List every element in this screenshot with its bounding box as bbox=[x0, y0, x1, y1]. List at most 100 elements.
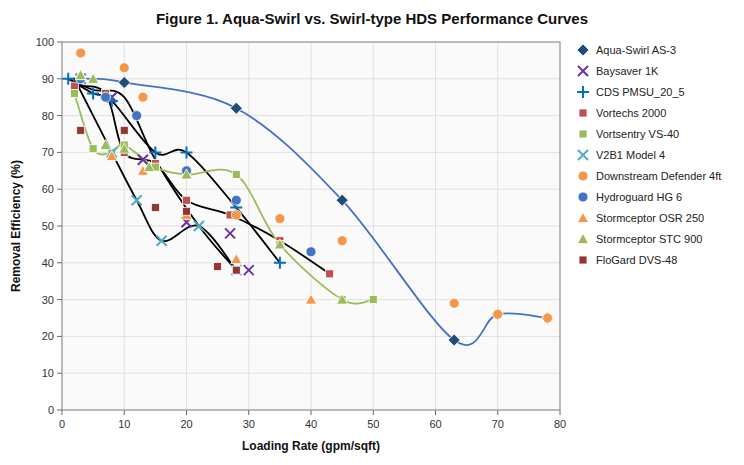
legend: Aqua-Swirl AS-3Baysaver 1KCDS PMSU_20_5V… bbox=[577, 44, 721, 266]
tick-label: 60 bbox=[42, 183, 54, 195]
legend-marker bbox=[577, 86, 589, 98]
legend-marker bbox=[578, 192, 588, 202]
point bbox=[75, 70, 86, 80]
grid bbox=[62, 42, 560, 410]
point bbox=[336, 194, 348, 206]
series-points bbox=[77, 126, 241, 274]
plot-frame bbox=[62, 42, 560, 410]
legend-label: Stormceptor STC 900 bbox=[596, 233, 702, 245]
tick bbox=[57, 262, 62, 263]
point bbox=[75, 70, 86, 80]
grid-line bbox=[62, 226, 560, 227]
point bbox=[183, 207, 191, 215]
legend-label: V2B1 Model 4 bbox=[596, 149, 665, 161]
point bbox=[88, 73, 99, 83]
point bbox=[274, 239, 285, 249]
point bbox=[149, 146, 161, 158]
tick-label: 80 bbox=[554, 418, 566, 430]
point bbox=[449, 298, 459, 308]
legend-label: Downstream Defender 4ft bbox=[596, 170, 721, 182]
tick bbox=[62, 410, 63, 415]
point bbox=[151, 204, 159, 212]
legend-label: FloGard DVS-48 bbox=[596, 254, 677, 266]
point bbox=[337, 236, 347, 246]
tick bbox=[57, 410, 62, 411]
point bbox=[231, 265, 241, 275]
tick-label: 30 bbox=[42, 294, 54, 306]
series-points bbox=[70, 90, 377, 304]
point bbox=[448, 334, 460, 346]
point bbox=[493, 309, 503, 319]
tick-label: 0 bbox=[48, 404, 54, 416]
point bbox=[183, 196, 191, 204]
tick-label: 10 bbox=[118, 418, 130, 430]
tick-label: 0 bbox=[59, 418, 65, 430]
tick-label: 40 bbox=[305, 418, 317, 430]
grid-line bbox=[62, 189, 560, 190]
legend-label: CDS PMSU_20_5 bbox=[596, 86, 685, 98]
curve bbox=[74, 94, 373, 304]
point bbox=[369, 296, 377, 304]
tick bbox=[57, 42, 62, 43]
series-points bbox=[76, 74, 254, 275]
legend-marker bbox=[578, 150, 588, 160]
lines bbox=[68, 79, 547, 346]
point bbox=[274, 257, 286, 269]
tick-label: 70 bbox=[492, 418, 504, 430]
point bbox=[118, 76, 130, 88]
point bbox=[181, 146, 193, 158]
point bbox=[306, 247, 316, 257]
point bbox=[138, 155, 148, 165]
tick-label: 50 bbox=[367, 418, 379, 430]
tick bbox=[57, 373, 62, 374]
grid-line bbox=[62, 78, 560, 79]
tick bbox=[57, 299, 62, 300]
series-points bbox=[76, 74, 242, 275]
plot-area bbox=[62, 42, 560, 410]
series-points bbox=[75, 70, 316, 304]
point bbox=[275, 214, 285, 224]
point bbox=[132, 195, 142, 205]
point bbox=[157, 236, 167, 246]
point bbox=[543, 313, 553, 323]
series-points bbox=[118, 76, 553, 346]
point bbox=[120, 126, 128, 134]
tick-label: 50 bbox=[42, 220, 54, 232]
x-axis-label: Loading Rate (gpm/sqft) bbox=[242, 439, 380, 453]
legend-marker bbox=[578, 171, 588, 181]
tick bbox=[311, 410, 312, 415]
legend-label: Hydroguard HG 6 bbox=[596, 191, 682, 203]
legend-label: Vortsentry VS-40 bbox=[596, 128, 679, 140]
grid-line bbox=[62, 336, 560, 337]
point bbox=[232, 266, 240, 274]
legend-label: Baysaver 1K bbox=[596, 65, 659, 77]
title: Figure 1. Aqua-Swirl vs. Swirl-type HDS … bbox=[156, 10, 588, 27]
legend-marker bbox=[578, 234, 589, 244]
point bbox=[244, 265, 254, 275]
tick-label: 60 bbox=[429, 418, 441, 430]
curve bbox=[74, 79, 236, 270]
point bbox=[89, 145, 97, 153]
series-points bbox=[76, 48, 553, 323]
point bbox=[106, 151, 117, 161]
point bbox=[232, 170, 240, 178]
curve bbox=[68, 79, 280, 263]
tick bbox=[248, 410, 249, 415]
tick bbox=[57, 336, 62, 337]
point bbox=[230, 102, 242, 114]
curve bbox=[68, 79, 236, 270]
point bbox=[77, 126, 85, 134]
point bbox=[181, 169, 192, 179]
tick bbox=[186, 410, 187, 415]
tick bbox=[57, 78, 62, 79]
tick bbox=[497, 410, 498, 415]
point bbox=[492, 308, 504, 320]
legend-marker bbox=[577, 44, 589, 56]
legend-label: Stormceptor OSR 250 bbox=[596, 212, 704, 224]
point bbox=[306, 294, 317, 304]
series-points bbox=[76, 74, 316, 257]
point bbox=[101, 92, 111, 102]
point bbox=[231, 210, 241, 220]
point bbox=[76, 48, 86, 58]
axes: 010203040506070800102030405060708090100 bbox=[36, 36, 566, 430]
